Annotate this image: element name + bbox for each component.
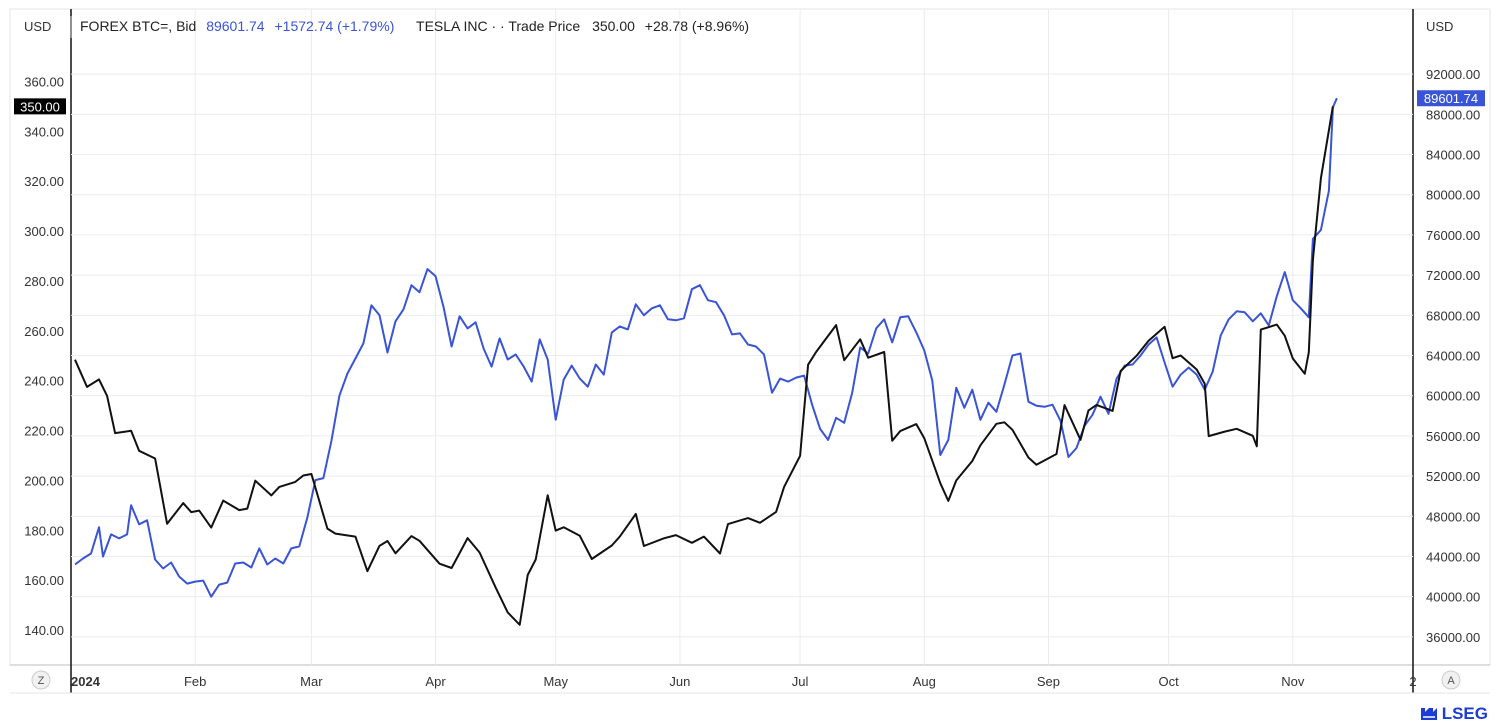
zoom-button-circle[interactable] <box>31 670 51 690</box>
auto-scale-button[interactable]: A <box>1441 670 1461 690</box>
x-tick-label: Jul <box>792 674 809 689</box>
legend-tsla-change: +28.78 (+8.96%) <box>645 18 749 34</box>
left-tick-label: 320.00 <box>24 174 64 189</box>
left-tick-label: 140.00 <box>24 623 64 638</box>
legend-tsla-name: TESLA INC · · Trade Price <box>416 18 580 34</box>
x-tick-label: Aug <box>913 674 936 689</box>
x-tick-label: Feb <box>184 674 206 689</box>
left-tick-label: 340.00 <box>24 124 64 139</box>
legend-btc-change: +1572.74 (+1.79%) <box>275 18 395 34</box>
right-tick-label: 84000.00 <box>1426 148 1480 163</box>
plot-frame <box>9 8 1491 666</box>
right-tick-label: 52000.00 <box>1426 469 1480 484</box>
grid <box>71 9 1413 665</box>
zoom-button[interactable]: Z <box>31 670 51 690</box>
right-tick-label: 44000.00 <box>1426 549 1480 564</box>
left-axis-ticks: 140.00 160.00 180.00 200.00 220.00 240.00 260.… <box>24 74 64 638</box>
right-tick-label: 64000.00 <box>1426 349 1480 364</box>
x-tick-label: Nov <box>1281 674 1305 689</box>
right-tick-label: 68000.00 <box>1426 308 1480 323</box>
left-tick-label: 160.00 <box>24 573 64 588</box>
right-tick-label: 92000.00 <box>1426 67 1480 82</box>
right-tick-label: 88000.00 <box>1426 107 1480 122</box>
left-tick-label: 240.00 <box>24 374 64 389</box>
right-tick-label: 80000.00 <box>1426 188 1480 203</box>
x-tick-label: 2 <box>1409 674 1416 689</box>
left-currency-label: USD <box>24 19 51 34</box>
x-tick-label: Mar <box>300 674 323 689</box>
right-tick-label: 40000.00 <box>1426 590 1480 605</box>
left-tick-label: 180.00 <box>24 523 64 538</box>
x-tick-label: Apr <box>425 674 446 689</box>
btc-last-value-text: 89601.74 <box>1424 91 1478 106</box>
x-tick-label: May <box>543 674 568 689</box>
legend-tsla-value: 350.00 <box>592 18 635 34</box>
btc-last-value-tag-bg <box>1417 90 1485 107</box>
x-tick-label: 2024 <box>71 674 101 689</box>
legend-btc-name: FOREX BTC=, Bid <box>80 18 196 34</box>
right-tick-label: 48000.00 <box>1426 509 1480 524</box>
zoom-button-label: Z <box>38 675 45 687</box>
tesla-last-value-tag: 350.00 <box>14 98 66 115</box>
right-currency-label: USD <box>1426 19 1453 34</box>
x-tick-label: Sep <box>1037 674 1060 689</box>
legend-btc-value: 89601.74 <box>206 18 265 34</box>
auto-scale-button-circle[interactable] <box>1441 670 1461 690</box>
left-tick-label: 220.00 <box>24 424 64 439</box>
lseg-logo-text: LSEG <box>1441 704 1488 723</box>
left-tick-label: 260.00 <box>24 324 64 339</box>
right-tick-label: 72000.00 <box>1426 268 1480 283</box>
x-tick-label: Jun <box>669 674 690 689</box>
auto-scale-button-label: A <box>1447 675 1455 687</box>
right-tick-label: 56000.00 <box>1426 429 1480 444</box>
right-tick-label: 60000.00 <box>1426 389 1480 404</box>
right-tick-label: 76000.00 <box>1426 228 1480 243</box>
btc-series-line <box>74 97 1338 598</box>
left-tick-label: 200.00 <box>24 473 64 488</box>
legend-btc-entry: FOREX BTC=, Bid 89601.74 +1572.74 (+1.79… <box>80 18 749 34</box>
tesla-last-value-text: 350.00 <box>20 99 60 114</box>
lseg-logo-mark-icon <box>1420 708 1437 720</box>
right-axis-ticks: 36000.00 40000.00 44000.00 48000.00 52000.00… <box>1426 67 1480 645</box>
btc-last-value-tag: 89601.74 <box>1417 90 1485 107</box>
legend: FOREX BTC=, Bid 89601.74 +1572.74 (+1.79… <box>70 16 749 38</box>
left-tick-label: 280.00 <box>24 274 64 289</box>
x-tick-label: Oct <box>1159 674 1180 689</box>
right-tick-label: 36000.00 <box>1426 630 1480 645</box>
left-tick-label: 300.00 <box>24 224 64 239</box>
x-axis-ticks: 2024 Feb Mar Apr May Jun Jul Aug Sep Oct Nov 2 <box>71 674 1417 689</box>
lseg-logo: LSEG <box>1420 704 1488 724</box>
tesla-series-line <box>74 106 1334 626</box>
tesla-last-value-tag-bg <box>14 98 66 115</box>
left-tick-label: 360.00 <box>24 74 64 89</box>
